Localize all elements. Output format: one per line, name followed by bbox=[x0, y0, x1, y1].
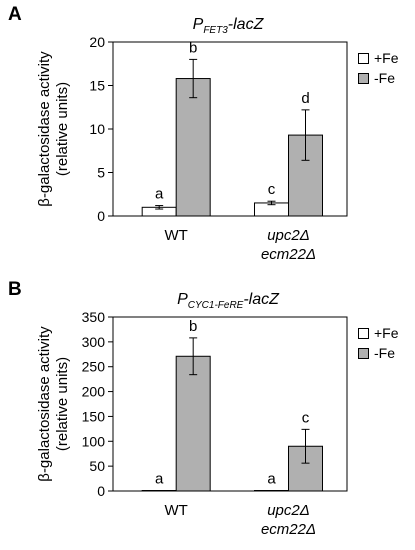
y-tick-label: 0 bbox=[97, 208, 105, 224]
chart-title: PCYC1-FeRE-lacZ bbox=[108, 291, 348, 311]
y-tick-label: 150 bbox=[82, 408, 106, 424]
y-tick-label: 250 bbox=[82, 359, 106, 375]
y-tick-label: 0 bbox=[97, 483, 105, 499]
legend-item-plus-fe: +Fe bbox=[358, 48, 399, 68]
y-tick-label: 5 bbox=[97, 165, 105, 181]
legend-swatch-plus-fe bbox=[358, 327, 369, 339]
x-category-label-line: WT bbox=[164, 502, 188, 519]
y-tick-label: 20 bbox=[89, 34, 105, 50]
panel-letter: B bbox=[8, 279, 22, 300]
x-category-label: upc2Δ ecm22Δ bbox=[234, 226, 344, 264]
x-category-label-line: upc2Δ bbox=[267, 502, 310, 519]
legend: +Fe -Fe bbox=[358, 48, 399, 88]
title-tail: -lacZ bbox=[227, 16, 264, 33]
significance-letter: b bbox=[189, 39, 197, 56]
legend-label-plus-fe: +Fe bbox=[374, 50, 399, 66]
y-tick-label: 50 bbox=[89, 458, 105, 474]
title-main: P bbox=[192, 16, 204, 33]
x-category-label: upc2Δ ecm22Δ bbox=[234, 501, 344, 539]
plot-frame bbox=[112, 316, 348, 492]
y-tick-label: 15 bbox=[89, 78, 105, 94]
x-category-label-line: upc2Δ bbox=[267, 227, 310, 244]
legend-label-minus-fe: -Fe bbox=[374, 70, 395, 86]
x-category-label-line: ecm22Δ bbox=[260, 521, 317, 538]
significance-letter: a bbox=[155, 186, 164, 203]
x-category-label: WT bbox=[121, 226, 231, 245]
legend-item-plus-fe: +Fe bbox=[358, 323, 399, 343]
chart-title: PFET3-lacZ bbox=[108, 16, 348, 36]
legend: +Fe -Fe bbox=[358, 323, 399, 363]
significance-letter: b bbox=[189, 318, 197, 335]
significance-letter: c bbox=[302, 409, 310, 426]
y-tick-label: 300 bbox=[82, 334, 106, 350]
significance-letter: c bbox=[268, 181, 276, 198]
chart-panel-b: B PCYC1-FeRE-lacZ β-galactosidase activi… bbox=[0, 275, 415, 550]
legend-label-plus-fe: +Fe bbox=[374, 325, 399, 341]
chart-plot-a: 0 5 10 15 20 a b c d bbox=[89, 34, 348, 224]
legend-item-minus-fe: -Fe bbox=[358, 343, 399, 363]
x-category-label: WT bbox=[121, 501, 231, 520]
bar bbox=[175, 355, 211, 492]
y-tick-label: 100 bbox=[82, 433, 106, 449]
bar bbox=[175, 78, 211, 217]
title-subscript: CYC1-FeRE bbox=[187, 300, 244, 312]
legend-item-minus-fe: -Fe bbox=[358, 68, 399, 88]
bar bbox=[254, 490, 289, 492]
legend-label-minus-fe: -Fe bbox=[374, 345, 395, 361]
legend-swatch-minus-fe bbox=[358, 72, 369, 84]
bar bbox=[141, 490, 177, 492]
significance-letter: a bbox=[267, 471, 276, 488]
title-main: P bbox=[177, 291, 188, 308]
chart-plot-b: 0 50 100 150 200 250 300 350 a b a c bbox=[82, 309, 348, 499]
panel-letter: A bbox=[8, 4, 22, 25]
significance-letter: a bbox=[155, 471, 164, 488]
legend-swatch-plus-fe bbox=[358, 52, 369, 64]
title-subscript: FET3 bbox=[203, 25, 228, 37]
y-tick-label: 350 bbox=[82, 309, 106, 325]
x-category-label-line: WT bbox=[164, 227, 188, 244]
y-tick-label: 10 bbox=[89, 121, 105, 137]
title-tail: -lacZ bbox=[243, 291, 279, 308]
chart-panel-a: A PFET3-lacZ β-galactosidase activity (r… bbox=[8, 4, 399, 264]
significance-letter: d bbox=[301, 90, 309, 107]
x-category-label-line: ecm22Δ bbox=[260, 246, 317, 263]
y-tick-label: 200 bbox=[82, 384, 106, 400]
legend-swatch-minus-fe bbox=[358, 347, 369, 359]
